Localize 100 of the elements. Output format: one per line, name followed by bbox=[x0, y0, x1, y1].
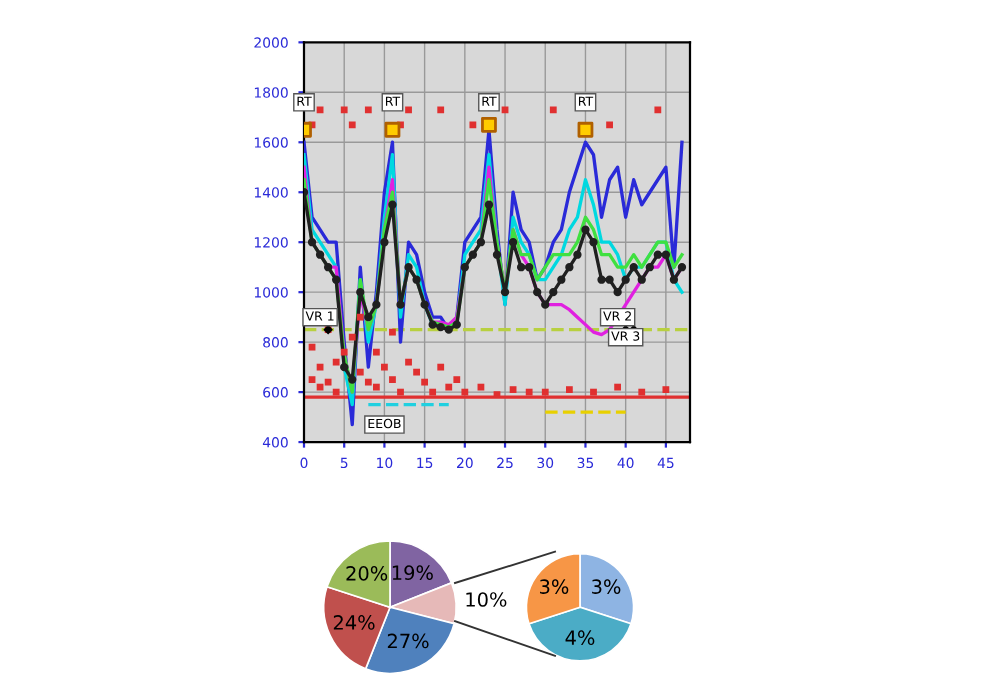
point bbox=[372, 383, 380, 391]
point bbox=[364, 378, 372, 386]
data-label: 20% bbox=[346, 566, 388, 581]
point bbox=[590, 388, 597, 396]
point bbox=[324, 378, 332, 386]
point bbox=[541, 300, 550, 309]
point bbox=[662, 386, 670, 394]
data-label: 10% bbox=[466, 592, 507, 607]
point bbox=[606, 121, 613, 129]
point bbox=[501, 106, 509, 114]
point bbox=[437, 106, 445, 114]
point bbox=[452, 320, 461, 329]
point bbox=[654, 106, 662, 114]
point bbox=[364, 106, 372, 114]
point bbox=[577, 121, 594, 138]
point bbox=[476, 238, 486, 247]
point bbox=[492, 250, 502, 259]
point bbox=[340, 362, 349, 372]
point bbox=[477, 383, 485, 391]
point bbox=[516, 263, 526, 272]
point bbox=[372, 300, 381, 309]
point bbox=[581, 225, 590, 234]
point bbox=[356, 288, 365, 297]
point bbox=[413, 368, 420, 376]
point bbox=[460, 263, 469, 272]
point bbox=[388, 200, 397, 209]
point bbox=[437, 363, 445, 371]
point bbox=[525, 388, 533, 396]
point bbox=[348, 333, 356, 341]
point bbox=[340, 106, 348, 114]
point bbox=[340, 348, 348, 356]
point bbox=[356, 368, 364, 376]
point bbox=[484, 200, 494, 209]
point bbox=[468, 250, 478, 259]
point bbox=[677, 263, 687, 272]
point bbox=[428, 320, 437, 329]
point bbox=[380, 238, 389, 247]
point bbox=[420, 300, 429, 309]
point bbox=[381, 363, 388, 371]
point bbox=[316, 363, 324, 371]
point bbox=[549, 106, 557, 114]
point bbox=[525, 263, 534, 272]
point bbox=[356, 313, 364, 321]
point bbox=[307, 238, 317, 247]
data-label: 3% bbox=[592, 579, 621, 594]
data-label: 19% bbox=[392, 565, 433, 581]
point bbox=[541, 388, 549, 396]
point bbox=[372, 348, 380, 356]
point bbox=[332, 358, 340, 366]
data-label: 24% bbox=[333, 615, 375, 630]
point bbox=[565, 386, 573, 394]
point bbox=[669, 275, 679, 284]
point bbox=[629, 263, 638, 272]
point bbox=[332, 388, 340, 396]
point bbox=[315, 250, 325, 259]
point bbox=[316, 106, 324, 114]
point bbox=[557, 275, 566, 284]
point bbox=[605, 275, 614, 284]
point bbox=[348, 121, 356, 129]
data-label: 3% bbox=[540, 579, 569, 594]
point bbox=[573, 250, 582, 259]
point bbox=[461, 388, 469, 396]
point bbox=[421, 378, 429, 386]
point bbox=[316, 383, 324, 391]
data-label: 4% bbox=[565, 630, 595, 646]
point bbox=[508, 238, 518, 247]
point bbox=[436, 322, 445, 332]
point bbox=[589, 238, 598, 247]
point bbox=[661, 250, 671, 259]
point bbox=[429, 388, 437, 396]
point bbox=[453, 376, 461, 384]
point bbox=[405, 106, 412, 114]
point bbox=[613, 288, 622, 297]
point bbox=[444, 325, 453, 334]
point bbox=[653, 250, 662, 259]
point bbox=[348, 375, 357, 384]
point bbox=[637, 275, 646, 284]
point bbox=[308, 343, 316, 351]
point bbox=[389, 376, 396, 384]
point bbox=[565, 263, 574, 272]
point bbox=[621, 275, 630, 284]
point bbox=[308, 376, 316, 384]
point bbox=[645, 263, 654, 272]
point bbox=[412, 275, 421, 284]
point bbox=[397, 388, 404, 396]
point bbox=[404, 263, 413, 272]
point bbox=[597, 275, 606, 284]
point bbox=[614, 383, 622, 391]
point bbox=[396, 300, 405, 309]
point bbox=[389, 328, 396, 336]
point bbox=[509, 386, 517, 394]
point bbox=[323, 263, 333, 272]
point bbox=[405, 358, 412, 366]
point bbox=[445, 383, 453, 391]
point bbox=[384, 121, 401, 138]
point bbox=[549, 288, 558, 297]
point bbox=[481, 116, 497, 133]
point bbox=[638, 388, 646, 396]
point bbox=[332, 275, 341, 284]
point bbox=[500, 288, 510, 297]
